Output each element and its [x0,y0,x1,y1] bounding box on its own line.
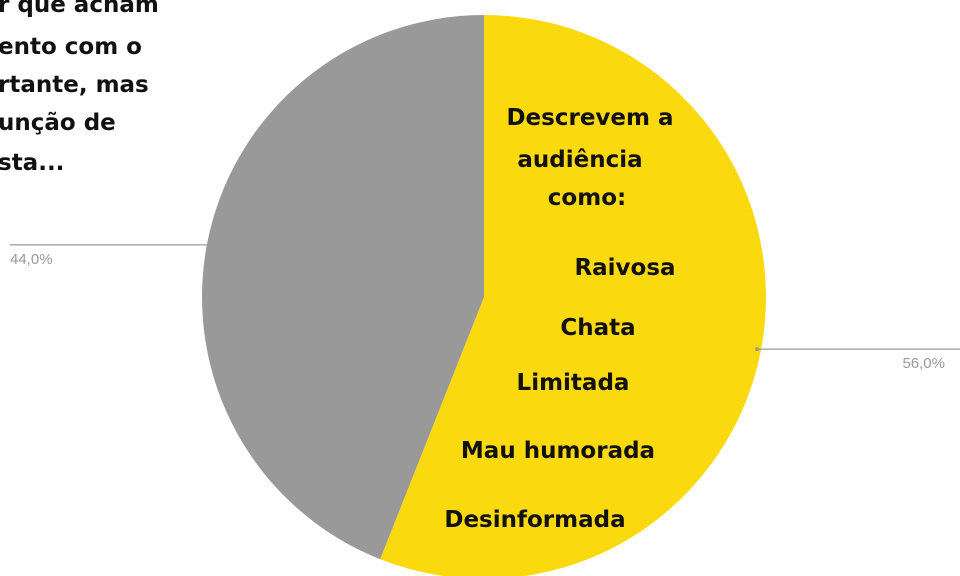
side-text-line: r que acham [0,0,159,18]
pie-slice [380,15,766,576]
pie-slice [202,14,485,560]
side-text-line: sta... [0,150,64,176]
side-text: r que acham ento com o rtante, mas unção… [0,0,159,176]
side-text-line: ento com o [0,34,142,60]
annotation: Desinformada [444,507,625,533]
value-label: 44,0% [10,251,53,268]
value-label: 56,0% [902,355,945,372]
side-text-line: unção de [0,110,116,136]
annotation: Descrevem a [506,105,673,131]
annotation: Limitada [517,370,630,396]
side-text-line: rtante, mas [0,72,149,98]
leader-dot [755,347,760,352]
annotation: como: [548,185,626,211]
annotation: Chata [560,315,635,341]
leader-dot [208,242,213,247]
annotation: Mau humorada [461,438,655,464]
annotation: Raivosa [574,255,675,281]
annotation: audiência [517,147,642,173]
